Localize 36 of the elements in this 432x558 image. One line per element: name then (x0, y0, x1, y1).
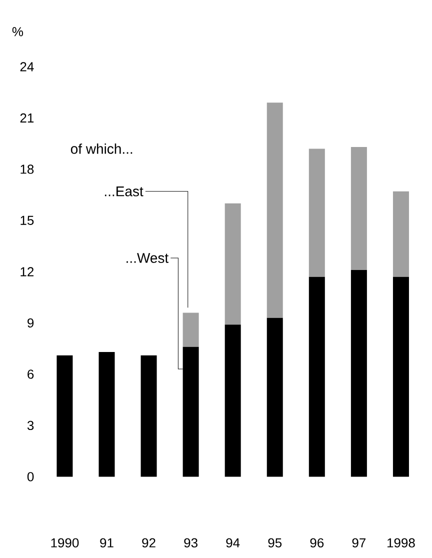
y-tick-label: 3 (27, 420, 34, 430)
y-tick-label: 0 (27, 472, 34, 482)
bar (392, 191, 409, 277)
x-tick-label: 1990 (51, 538, 79, 548)
y-tick-label: 12 (20, 267, 34, 276)
y-tick-label: 6 (28, 370, 34, 379)
bar (224, 324, 241, 477)
bar (350, 146, 367, 270)
bar (308, 276, 325, 477)
bar (98, 352, 115, 477)
text: ...West (126, 253, 169, 263)
x-tick-label: 93 (184, 538, 198, 548)
y-tick-label: 21 (20, 113, 34, 122)
x-tick-label: 97 (352, 538, 366, 548)
y-tick-label: 9 (28, 318, 34, 328)
bar (224, 203, 241, 325)
x-tick-label: 92 (142, 538, 156, 548)
x-tick-label: 95 (268, 538, 282, 548)
bar (266, 102, 283, 318)
x-tick-label: 1998 (388, 538, 415, 548)
x-tick-label: 91 (100, 538, 114, 548)
x-tick-label: 96 (310, 538, 324, 548)
bar (140, 355, 157, 477)
bar (350, 270, 367, 477)
y-tick-label: 15 (20, 216, 34, 225)
bar (266, 318, 283, 477)
text: ...East (104, 186, 144, 196)
y-tick-label: 24 (20, 62, 34, 72)
y-axis-title: % (12, 27, 24, 36)
bar (56, 355, 73, 477)
x-tick-label: 94 (226, 538, 240, 548)
bar (308, 148, 325, 277)
legend-title: of which... (70, 144, 132, 154)
y-tick-label: 18 (20, 164, 34, 174)
bar (182, 312, 199, 347)
bar (392, 276, 409, 477)
